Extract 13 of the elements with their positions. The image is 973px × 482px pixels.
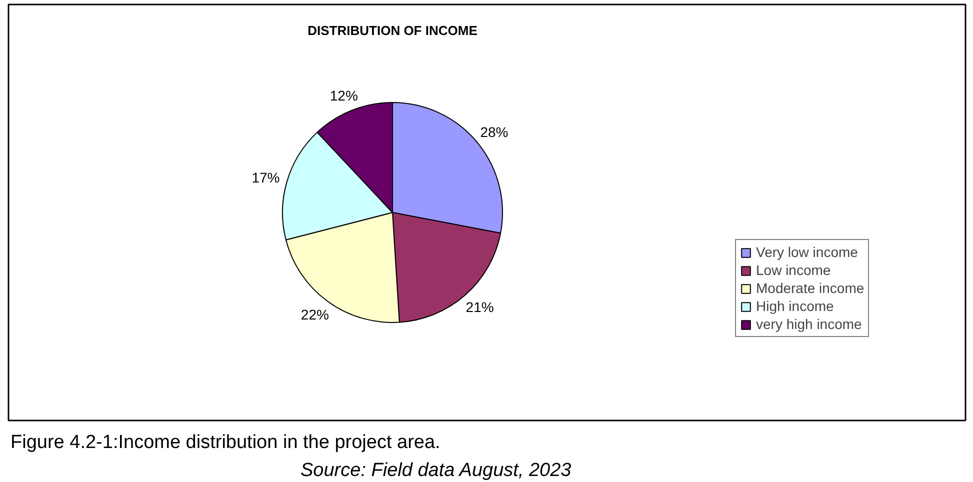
source-note: Source: Field data August, 2023 (300, 460, 572, 481)
data-label: 12% (330, 87, 358, 104)
data-label: 17% (252, 169, 280, 186)
legend-label: Moderate income (756, 280, 864, 296)
data-label: 21% (466, 299, 494, 316)
legend-label: Low income (756, 262, 831, 278)
caption: Figure 4.2-1:Income distribution in the project area. (10, 432, 440, 453)
data-label: 28% (480, 124, 508, 140)
chart-title: DISTRIBUTION OF INCOME (308, 23, 478, 38)
legend-label: High income (756, 298, 834, 314)
legend-label: very high income (756, 316, 862, 332)
data-label: 22% (300, 306, 329, 322)
legend-label: Very low income (756, 244, 858, 260)
